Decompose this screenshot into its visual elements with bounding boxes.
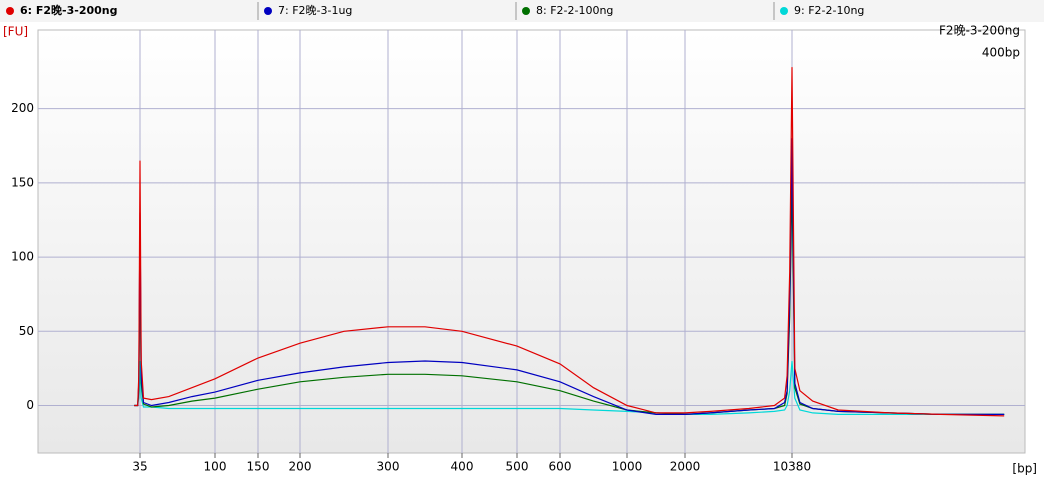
legend-label: 9: F2-2-10ng — [794, 4, 864, 17]
legend-label: 7: F2晚-3-1ug — [278, 4, 352, 17]
x-tick-label: 2000 — [670, 460, 701, 474]
legend-marker — [522, 7, 530, 15]
x-tick-label: 400 — [451, 460, 474, 474]
grid — [38, 30, 1025, 453]
x-tick-label: 300 — [377, 460, 400, 474]
x-tick-label: 200 — [289, 460, 312, 474]
y-tick-label: 50 — [19, 324, 34, 338]
annotation: F2晚-3-200ng — [939, 24, 1020, 38]
y-tick-label: 200 — [11, 101, 34, 115]
x-tick-label: 35 — [132, 460, 147, 474]
x-tick-label: 100 — [204, 460, 227, 474]
y-axis-label: [FU] — [3, 25, 28, 39]
plot-area — [37, 29, 1026, 454]
series-line — [134, 138, 1005, 415]
x-tick-label: 500 — [506, 460, 529, 474]
legend-label: 6: F2晚-3-200ng — [20, 3, 118, 17]
x-tick-label: 1000 — [612, 460, 643, 474]
legend-marker — [264, 7, 272, 15]
series-line — [134, 67, 1005, 417]
y-tick-label: 0 — [26, 398, 34, 412]
legend-marker — [780, 7, 788, 15]
x-tick-label: 150 — [247, 460, 270, 474]
x-tick-label: 600 — [549, 460, 572, 474]
labels: 0 50 100 150 200 35 100 150 200 300 400 500 600 1000 2… — [11, 101, 811, 473]
legend: 6: F2晚-3-200ng 7: F2晚-3-1ug 8: F2-2-100ng 9… — [6, 2, 864, 20]
legend-label: 8: F2-2-100ng — [536, 4, 613, 17]
x-tick-label: 10380 — [773, 460, 811, 474]
y-tick-label: 100 — [11, 250, 34, 264]
x-axis-label: [bp] — [1012, 462, 1037, 476]
y-tick-label: 150 — [11, 175, 34, 189]
lines — [134, 67, 1005, 417]
legend-marker — [6, 7, 14, 15]
annotation: 400bp — [982, 46, 1020, 60]
series-line — [134, 182, 1005, 416]
